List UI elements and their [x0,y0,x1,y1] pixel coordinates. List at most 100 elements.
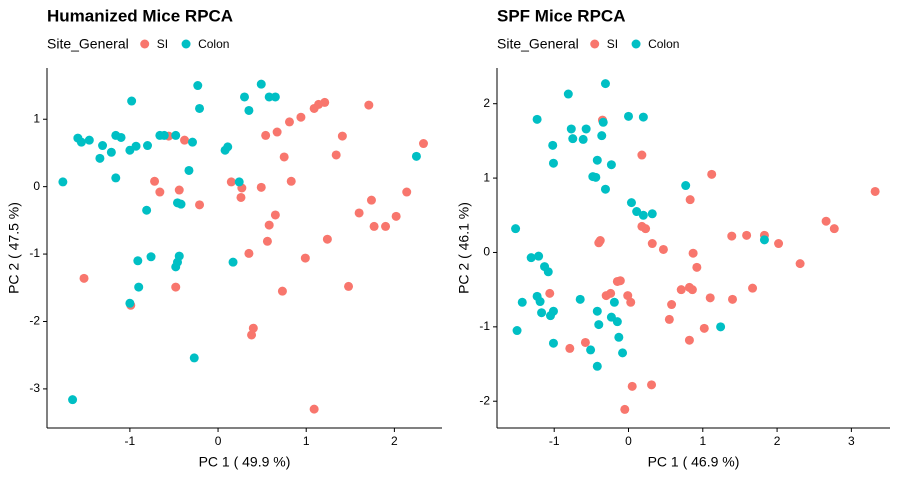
point [620,404,630,414]
point [615,276,625,286]
point [106,147,116,157]
point [580,337,590,347]
y-tick-label: -2 [29,314,40,328]
point [391,211,401,221]
point [543,267,553,277]
point [699,323,709,333]
point [692,262,702,272]
point [647,239,657,249]
point [133,256,143,266]
point [279,152,289,162]
y-tick-label: 0 [483,245,490,259]
point [565,343,575,353]
point [256,182,266,192]
point [354,208,364,218]
point [174,185,184,195]
point [548,158,558,168]
point [705,293,715,303]
point [684,335,694,345]
point [606,160,616,170]
legend-marker [631,39,641,49]
point [821,216,831,226]
point [411,151,421,161]
point [592,361,602,371]
legend-title: Site_General [497,36,579,52]
point [171,130,181,140]
x-tick-label: 1 [303,434,310,448]
legend-marker [590,39,600,49]
point [76,137,86,147]
point [638,210,648,220]
point [320,97,330,107]
point [187,137,197,147]
point [58,177,68,187]
point [240,92,249,102]
chart-title: SPF Mice RPCA [497,6,625,25]
x-tick-label: 0 [625,434,632,448]
point [244,105,254,115]
point [742,230,752,240]
point [592,155,602,165]
point [180,135,190,145]
point [626,198,636,208]
point [125,298,135,308]
point [667,300,677,310]
point [707,169,717,179]
point [597,131,607,141]
point [98,141,108,151]
point [256,79,266,89]
point [264,220,274,230]
y-tick-label: 1 [33,111,40,125]
chart-title: Humanized Mice RPCA [47,6,233,25]
point [592,306,602,316]
point [189,353,199,363]
point [236,192,246,202]
point [614,332,624,342]
point [647,209,657,219]
point [247,330,257,340]
point [277,286,287,296]
y-axis-label: PC 2 ( 47.5 %) [6,202,22,294]
point [322,234,332,244]
x-tick-label: -1 [125,434,136,448]
point [116,132,126,142]
y-tick-label: -1 [29,246,40,260]
point [716,322,726,332]
point [270,210,280,220]
point [171,262,181,272]
x-axis-label: PC 1 ( 49.9 %) [199,454,291,470]
point [578,134,588,144]
point [774,239,784,249]
point [184,165,194,175]
point [344,281,354,291]
point [870,186,880,196]
point [512,326,522,336]
point [143,141,153,151]
point [264,92,274,102]
point [658,244,668,254]
point [142,205,152,215]
y-tick-label: -3 [29,381,40,395]
y-axis-label: PC 2 ( 46.1 %) [456,202,472,294]
point [727,231,737,241]
point [526,253,536,263]
point [68,395,78,405]
point [171,282,181,292]
y-tick-label: 0 [33,179,40,193]
point [575,294,585,304]
point [612,317,622,327]
point [244,248,254,258]
x-tick-label: -1 [549,434,560,448]
legend-label: SI [157,37,168,51]
point [228,257,238,267]
point [223,142,233,152]
point [248,323,258,333]
point [366,195,376,205]
point [369,221,379,231]
point [402,187,412,197]
legend-title: Site_General [47,36,129,52]
point [591,172,601,182]
point [598,117,608,127]
point [234,177,244,187]
